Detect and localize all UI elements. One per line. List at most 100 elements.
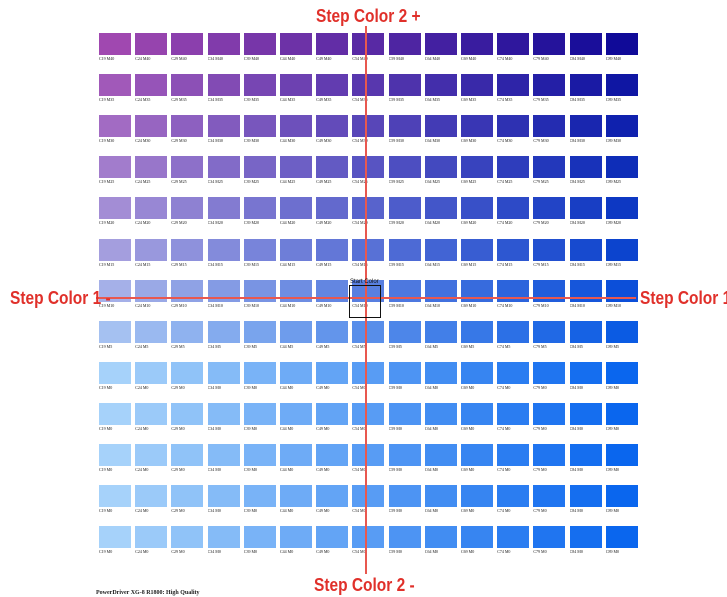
swatch-label: C19 M20 (99, 220, 115, 226)
swatch-label: C79 M30 (533, 138, 549, 144)
swatch-label: C29 M35 (171, 97, 187, 103)
color-swatch (605, 485, 638, 508)
swatch-label: C89 M0 (605, 549, 620, 555)
color-swatch (424, 115, 457, 138)
color-swatch (207, 238, 240, 261)
swatch-label: C19 M0 (99, 425, 113, 431)
color-swatch (280, 33, 312, 55)
swatch-label: C44 M0 (280, 508, 294, 514)
swatch-label: C44 M0 (280, 425, 294, 431)
swatch-label: C79 M10 (533, 302, 549, 308)
color-swatch (352, 33, 385, 55)
color-swatch (171, 156, 204, 179)
swatch-label: C79 M5 (533, 343, 547, 349)
swatch-label: C49 M0 (316, 384, 330, 390)
color-swatch (533, 444, 566, 466)
color-swatch (569, 361, 602, 384)
color-swatch (135, 33, 168, 55)
swatch-label: C64 M0 (424, 467, 439, 472)
color-swatch (569, 33, 602, 55)
swatch-label: C34 M10 (207, 302, 223, 308)
swatch-label: C74 M0 (497, 425, 511, 431)
swatch-label: C64 M20 (424, 220, 441, 226)
swatch-label: C44 M0 (280, 549, 294, 555)
swatch-label: C29 M15 (171, 261, 187, 267)
color-swatch (171, 402, 204, 425)
color-swatch (207, 361, 240, 384)
color-swatch (388, 33, 421, 55)
color-swatch (424, 197, 457, 220)
color-swatch (569, 74, 602, 97)
color-swatch (424, 526, 457, 549)
vertical-guide-line (365, 26, 367, 574)
color-swatch (497, 115, 530, 138)
color-swatch (388, 485, 421, 508)
color-swatch (171, 485, 204, 508)
color-swatch (243, 444, 276, 466)
color-swatch (461, 444, 493, 466)
swatch-label: C29 M10 (171, 302, 187, 308)
swatch-label: C34 M20 (207, 220, 223, 226)
swatch-label: C64 M15 (424, 261, 441, 267)
color-swatch (99, 115, 131, 138)
swatch-label: C74 M20 (497, 220, 513, 226)
swatch-label: C89 M0 (605, 384, 620, 390)
swatch-label: C84 M0 (569, 384, 583, 390)
color-swatch (424, 361, 457, 384)
color-swatch (533, 361, 566, 384)
color-swatch (99, 33, 131, 55)
color-swatch (533, 526, 566, 549)
swatch-label: C19 M5 (99, 343, 113, 349)
start-color-marker (349, 285, 381, 318)
swatch-label: C44 M15 (280, 261, 296, 267)
color-swatch (497, 156, 530, 179)
swatch-label: C69 M40 (461, 56, 477, 61)
color-swatch (569, 402, 602, 425)
color-swatch (461, 526, 493, 549)
swatch-label: C79 M15 (533, 261, 549, 267)
color-swatch (497, 361, 530, 384)
color-swatch (569, 526, 602, 549)
swatch-label: C39 M0 (243, 384, 258, 390)
swatch-label: C39 M0 (243, 467, 258, 472)
color-swatch (605, 115, 638, 138)
color-swatch (352, 485, 385, 508)
swatch-label: C69 M20 (461, 220, 477, 226)
swatch-label: C59 M25 (388, 179, 404, 185)
color-swatch (605, 33, 638, 55)
color-swatch (497, 444, 530, 466)
swatch-label: C59 M0 (388, 384, 402, 390)
color-swatch (99, 361, 131, 384)
swatch-label: C29 M20 (171, 220, 187, 226)
swatch-label: C79 M20 (533, 220, 549, 226)
color-swatch (171, 238, 204, 261)
color-swatch (497, 279, 530, 302)
swatch-label: C49 M15 (316, 261, 332, 267)
swatch-label: C54 M0 (352, 508, 366, 514)
color-swatch (316, 320, 349, 343)
swatch-label: C19 M35 (99, 97, 115, 103)
color-swatch (207, 115, 240, 138)
swatch-label: C54 M30 (352, 138, 368, 144)
swatch-label: C24 M40 (135, 56, 151, 61)
swatch-label: C34 M25 (207, 179, 223, 185)
color-swatch (461, 402, 493, 425)
color-swatch (461, 238, 493, 261)
swatch-label: C39 M25 (243, 179, 260, 185)
swatch-label: C24 M0 (135, 467, 149, 472)
color-swatch (243, 402, 276, 425)
swatch-label: C34 M0 (207, 508, 221, 514)
swatch-label: C19 M0 (99, 384, 113, 390)
swatch-label: C74 M15 (497, 261, 513, 267)
swatch-label: C39 M10 (243, 302, 260, 308)
color-swatch (569, 156, 602, 179)
color-swatch (207, 197, 240, 220)
color-swatch (171, 279, 204, 302)
color-swatch (605, 238, 638, 261)
color-swatch (207, 33, 240, 55)
color-swatch (316, 526, 349, 549)
color-swatch (533, 320, 566, 343)
color-swatch (280, 320, 312, 343)
color-swatch (207, 485, 240, 508)
color-swatch (135, 115, 168, 138)
